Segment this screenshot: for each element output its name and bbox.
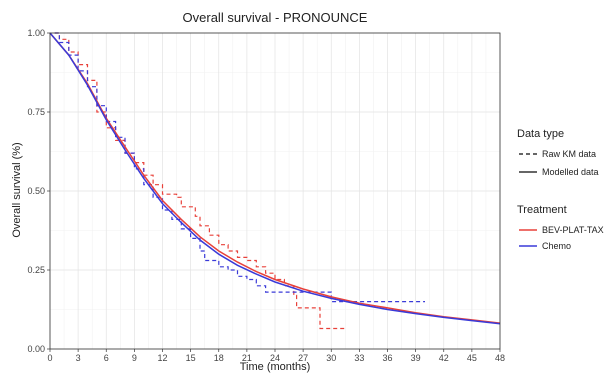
- x-axis-label: Time (months): [240, 361, 311, 373]
- x-tick-label: 3: [76, 353, 81, 363]
- y-tick-label: 0.00: [27, 344, 45, 354]
- y-tick-label: 0.50: [27, 186, 45, 196]
- x-tick-label: 42: [439, 353, 449, 363]
- legend-label-bev-plat-tax: BEV-PLAT-TAX: [542, 225, 604, 235]
- x-tick-label: 18: [214, 353, 224, 363]
- legend-treatment-title: Treatment: [517, 204, 567, 216]
- y-tick-label: 0.25: [27, 265, 45, 275]
- x-tick-label: 30: [326, 353, 336, 363]
- axis-ticks: 0 3 6 9 12 15 18 21 24 27 30 33 36 39 42 45 480.000.250.…: [27, 28, 505, 363]
- x-tick-label: 21: [242, 353, 252, 363]
- y-axis-label: Overall survival (%): [11, 142, 23, 237]
- chart-title: Overall survival - PRONOUNCE: [183, 10, 368, 25]
- legend-data-type-title: Data type: [517, 128, 564, 140]
- series-group: [49, 32, 501, 330]
- x-tick-label: 36: [382, 353, 392, 363]
- legend-label-modelled: Modelled data: [542, 167, 599, 177]
- x-tick-label: 6: [104, 353, 109, 363]
- x-tick-label: 48: [495, 353, 505, 363]
- series-line-bev-plat-tax-modelled: [49, 32, 501, 324]
- x-tick-label: 24: [270, 353, 280, 363]
- x-tick-label: 15: [186, 353, 196, 363]
- x-tick-label: 33: [354, 353, 364, 363]
- x-tick-label: 27: [298, 353, 308, 363]
- x-tick-label: 0: [47, 353, 52, 363]
- series-line-bev-plat-tax-raw-km: [54, 32, 346, 330]
- series-line-chemo-modelled: [49, 32, 501, 325]
- legend-label-chemo: Chemo: [542, 241, 571, 251]
- x-tick-label: 12: [157, 353, 167, 363]
- legend: Data type Raw KM data Modelled data Trea…: [517, 128, 604, 251]
- y-tick-label: 0.75: [27, 107, 45, 117]
- x-tick-label: 45: [467, 353, 477, 363]
- y-tick-label: 1.00: [27, 28, 45, 38]
- series-line-chemo-raw-km: [54, 32, 425, 303]
- legend-label-raw-km: Raw KM data: [542, 149, 596, 159]
- x-tick-label: 9: [132, 353, 137, 363]
- x-tick-label: 39: [411, 353, 421, 363]
